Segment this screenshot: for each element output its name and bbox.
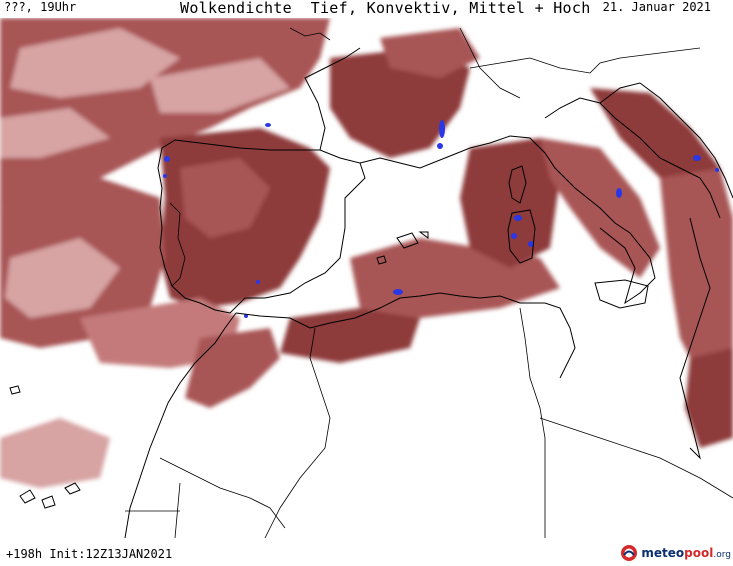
meteopool-brand-text: meteopool.org (641, 546, 731, 560)
cloud-cover-layer (0, 18, 733, 488)
map-footer: +198h Init:12Z13JAN2021 meteopool.org (0, 538, 733, 566)
meteopool-link[interactable]: meteopool.org (620, 543, 731, 563)
brand-main: meteo (641, 546, 685, 560)
map-title: Wolkendichte Tief, Konvektiv, Mittel + H… (180, 0, 591, 17)
brand-accent: pool (684, 546, 714, 560)
brand-suffix: .org (713, 550, 731, 560)
forecast-run-info: +198h Init:12Z13JAN2021 (6, 547, 173, 561)
location-time-label: ???, 19Uhr (4, 0, 77, 14)
forecast-date: 21. Januar 2021 (602, 0, 711, 14)
meteopool-logo-icon (621, 545, 638, 561)
map-header: ???, 19Uhr Wolkendichte Tief, Konvektiv,… (0, 0, 733, 18)
convective-spots (163, 120, 719, 318)
weather-map (0, 18, 733, 539)
cloud-density-map (0, 18, 733, 539)
coastlines (9, 27, 733, 539)
